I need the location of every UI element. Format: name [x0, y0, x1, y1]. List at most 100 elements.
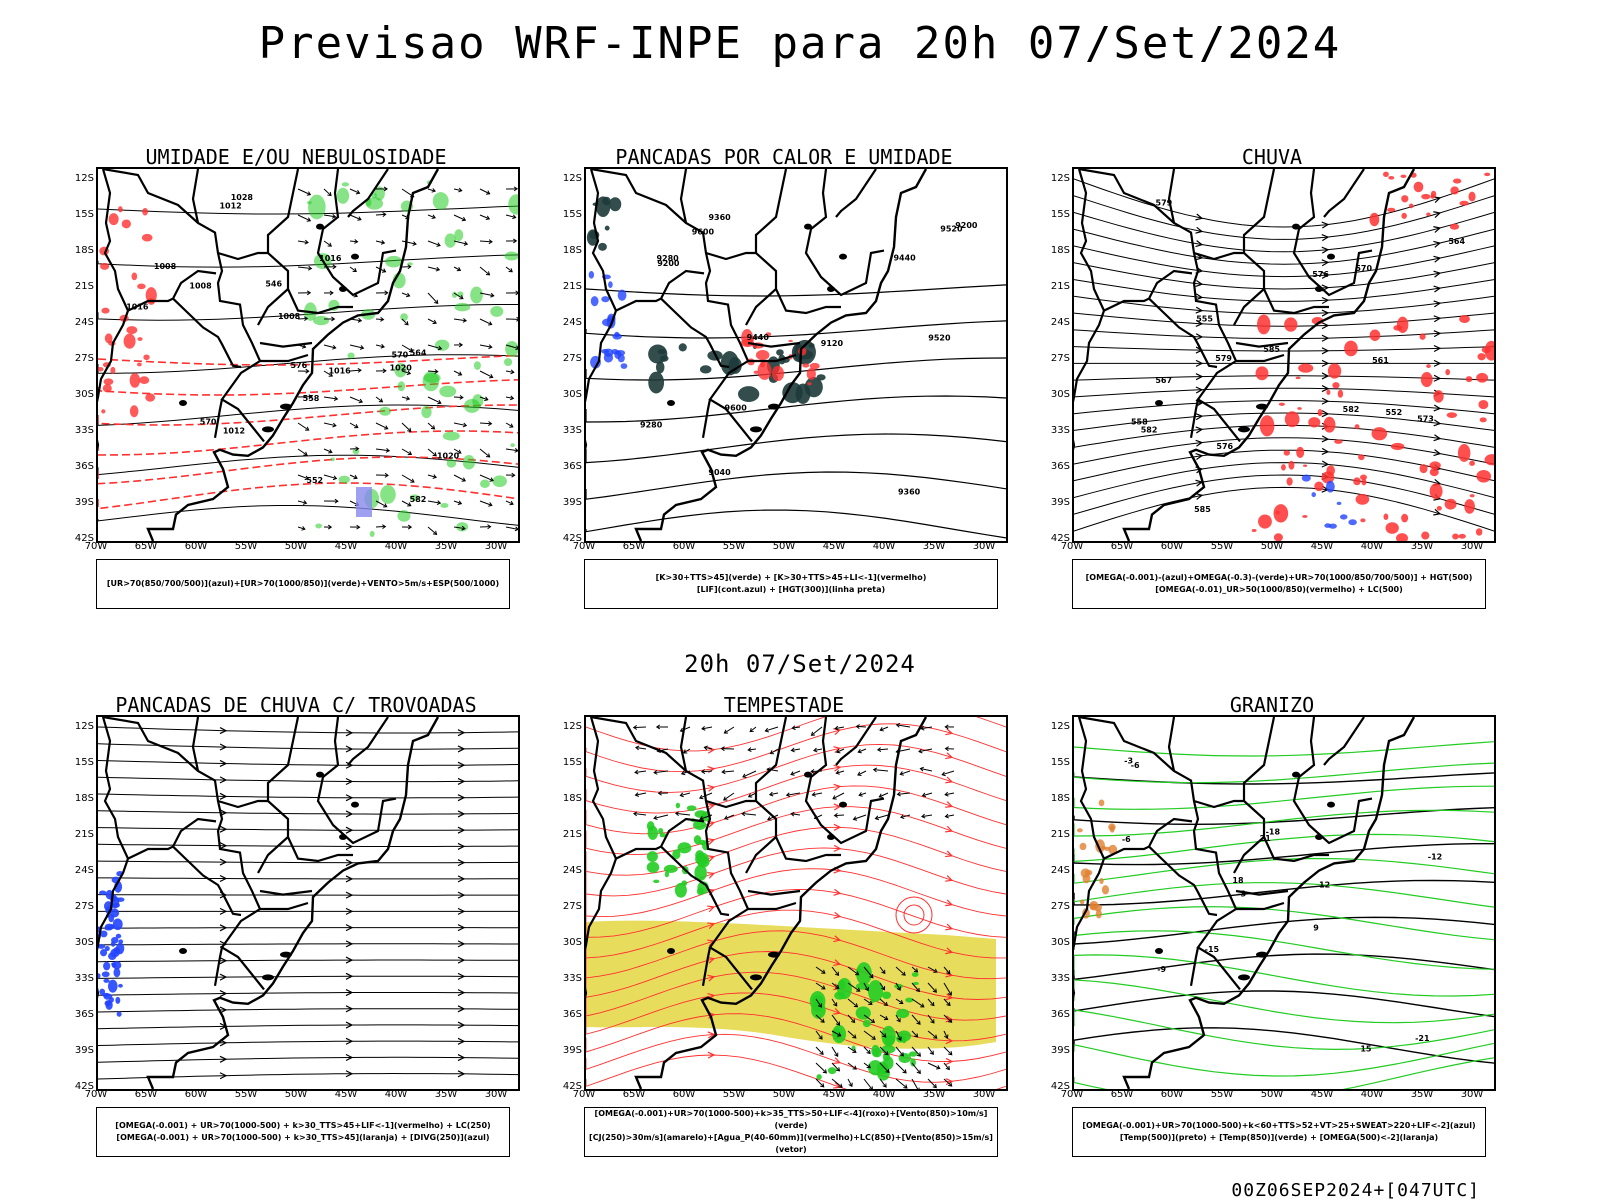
lat-tick-label: 18S	[75, 793, 94, 804]
panel-title: GRANIZO	[1052, 693, 1492, 717]
main-title: Previsao WRF-INPE para 20h 07/Set/2024	[0, 18, 1600, 69]
lat-tick-label: 27S	[1051, 901, 1070, 912]
lat-tick-label: 39S	[1051, 497, 1070, 508]
lat-tick-label: 33S	[75, 425, 94, 436]
panel-title: UMIDADE E/OU NEBULOSIDADE	[76, 145, 516, 169]
lat-tick-label: 33S	[1051, 973, 1070, 984]
contour-label: 9600	[692, 227, 715, 236]
contour-label: 576	[1216, 442, 1233, 451]
contour-label: 1016	[328, 367, 351, 376]
legend-line: [OMEGA(-0.001) + UR>70(1000-500) + k>30_…	[115, 1120, 490, 1132]
map-canvas	[586, 717, 1006, 1089]
contour-label: 579	[1156, 198, 1173, 207]
lat-tick-label: 21S	[75, 829, 94, 840]
lat-tick-label: 36S	[1051, 1009, 1070, 1020]
panel-title: PANCADAS POR CALOR E UMIDADE	[564, 145, 1004, 169]
valid-time-subtitle: 20h 07/Set/2024	[0, 650, 1600, 678]
lat-tick-label: 18S	[563, 793, 582, 804]
contour-label: 1020	[390, 363, 413, 372]
contour-label: 1012	[223, 427, 245, 436]
legend-line: [OMEGA(-0.001)+UR>70(1000-500)+k<60+TTS>…	[1082, 1120, 1475, 1132]
contour-label: 570	[392, 350, 409, 359]
contour-label: -15	[1205, 945, 1220, 954]
contour-label: 1016	[126, 302, 149, 311]
lat-tick-label: 15S	[75, 209, 94, 220]
lat-tick-label: 18S	[75, 245, 94, 256]
lat-tick-label: 33S	[75, 973, 94, 984]
contour-label: 1028	[231, 193, 254, 202]
lat-tick-label: 27S	[563, 901, 582, 912]
contour-label: 1016	[319, 254, 342, 263]
contour-label: 573	[1417, 415, 1434, 424]
contour-label: 582	[1343, 405, 1360, 414]
lat-tick-label: 36S	[75, 1009, 94, 1020]
lat-tick-label: 36S	[563, 1009, 582, 1020]
lat-tick-label: 12S	[563, 173, 582, 184]
lat-tick-label: 12S	[75, 721, 94, 732]
lat-tick-label: 30S	[1051, 937, 1070, 948]
contour-label: -9	[1157, 965, 1166, 974]
lat-tick-label: 39S	[563, 1045, 582, 1056]
lat-tick-label: 39S	[1051, 1045, 1070, 1056]
map-canvas: 5855825795765735705675645615585555525855…	[1074, 169, 1494, 541]
contour-label: 561	[1372, 356, 1389, 365]
lat-tick-label: 15S	[563, 209, 582, 220]
legend-line: [OMEGA(-0.01)_UR>50(1000/850)(vermelho) …	[1155, 584, 1403, 596]
legend-line: [UR>70(850/700/500)](azul)+[UR>70(1000/8…	[107, 578, 499, 590]
contour-label: -6	[1131, 761, 1140, 770]
lat-tick-label: 18S	[1051, 245, 1070, 256]
contour-label: 1008	[189, 282, 212, 291]
lat-tick-label: 18S	[1051, 793, 1070, 804]
lat-tick-label: 33S	[1051, 425, 1070, 436]
lat-tick-label: 24S	[1051, 865, 1070, 876]
map-canvas: 9600952094409360928092009120904096009520…	[586, 169, 1006, 541]
legend-line: [OMEGA(-0.001) + UR>70(1000-500) + k>30_…	[116, 1132, 489, 1144]
lat-tick-label: 33S	[563, 425, 582, 436]
contour-label: 9360	[708, 213, 731, 222]
lat-tick-label: 15S	[563, 757, 582, 768]
contour-label: 558	[303, 394, 320, 403]
lat-tick-label: 24S	[563, 317, 582, 328]
lat-tick-label: 27S	[75, 353, 94, 364]
contour-label: 9280	[656, 254, 679, 263]
legend-line: [LIF](cont.azul) + [HGT(300)](linha pret…	[697, 584, 885, 596]
legend-line: [OMEGA(-0.001)-(azul)+OMEGA(-0.3)-(verde…	[1086, 572, 1473, 584]
legend-line: [CJ(250)>30m/s](amarelo)+[Agua_P(40-60mm…	[585, 1132, 997, 1156]
lat-tick-label: 15S	[75, 757, 94, 768]
lat-tick-label: 36S	[75, 461, 94, 472]
lat-tick-label: 18S	[563, 245, 582, 256]
contour-label: 564	[1448, 237, 1465, 246]
lat-tick-label: 12S	[1051, 173, 1070, 184]
map-canvas	[98, 717, 518, 1089]
contour-label: 9	[1313, 923, 1319, 932]
map-canvas: 1008100810081012101210161016101610201020…	[98, 169, 518, 541]
lat-tick-label: 30S	[563, 389, 582, 400]
contour-label: 546	[265, 279, 282, 288]
legend-box: [OMEGA(-0.001) + UR>70(1000-500) + k>30_…	[96, 1107, 510, 1157]
map-frame	[584, 715, 1008, 1091]
contour-label: 9040	[708, 468, 731, 477]
legend-line: [K>30+TTS>45](verde) + [K>30+TTS>45+LI<-…	[656, 572, 927, 584]
legend-box: [K>30+TTS>45](verde) + [K>30+TTS>45+LI<-…	[584, 559, 998, 609]
contour-label: 1008	[154, 262, 177, 271]
contour-label: 9600	[725, 404, 748, 413]
contour-label: 9200	[955, 221, 978, 230]
contour-label: 576	[291, 361, 308, 370]
contour-label: 585	[1263, 345, 1280, 354]
lat-tick-label: 21S	[1051, 281, 1070, 292]
legend-box: [UR>70(850/700/500)](azul)+[UR>70(1000/8…	[96, 559, 510, 609]
lat-tick-label: 39S	[75, 497, 94, 508]
lat-tick-label: 36S	[563, 461, 582, 472]
lat-tick-label: 24S	[1051, 317, 1070, 328]
